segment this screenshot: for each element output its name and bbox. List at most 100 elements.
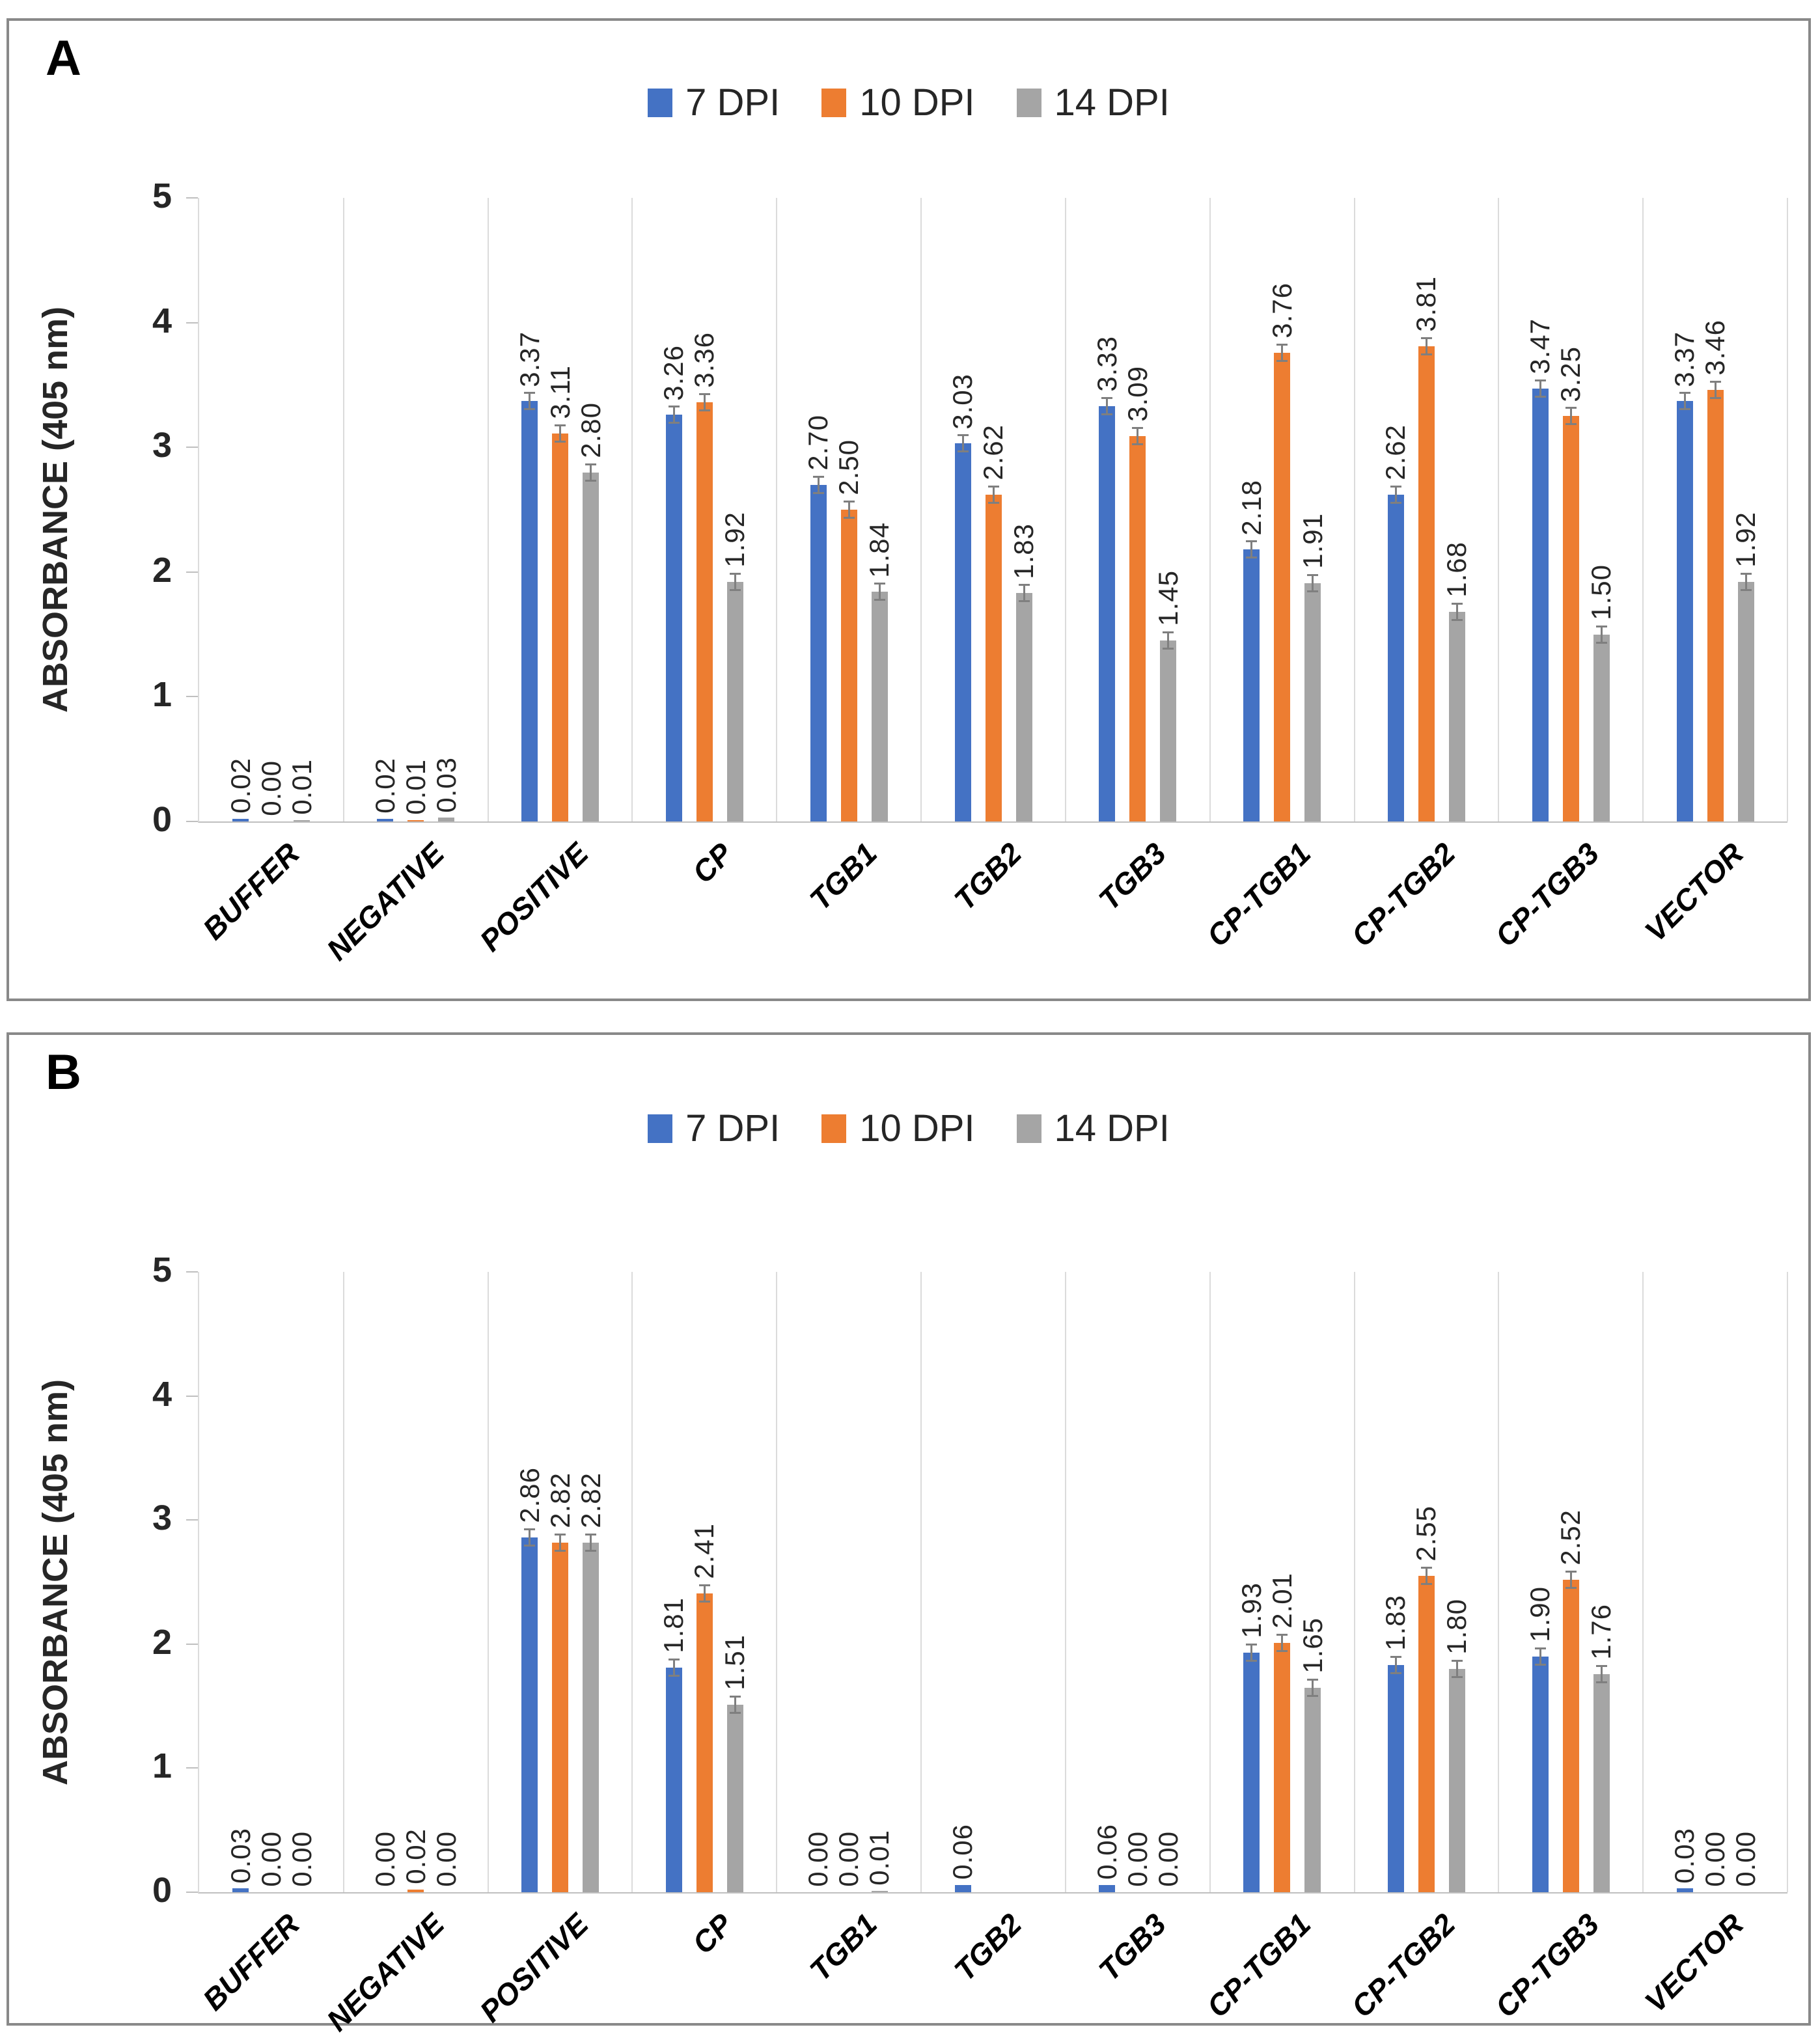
error-bar [585, 1533, 597, 1552]
bar-value-label: 0.00 [1730, 1831, 1761, 1887]
bar-value-text: 1.81 [658, 1597, 689, 1654]
bar-value-text: 2.55 [1411, 1506, 1442, 1562]
bar-value-label: 1.92 [1730, 512, 1761, 568]
bar [1532, 389, 1549, 821]
bar [1387, 495, 1404, 821]
bar-value-label: 0.00 [370, 1831, 401, 1887]
category-label-text: POSITIVE [473, 836, 596, 958]
bar [1274, 352, 1291, 821]
bar-value-text: 2.82 [575, 1472, 606, 1528]
bar-value-text: 0.01 [864, 1830, 895, 1886]
error-bar [1420, 337, 1432, 356]
error-bar [1246, 540, 1258, 559]
bar-value-text: 2.62 [978, 424, 1008, 481]
bar [1562, 416, 1579, 821]
bar-value-label: 1.68 [1441, 542, 1472, 598]
category-label-text: CP-TGB2 [1344, 836, 1461, 954]
error-bar [698, 393, 710, 412]
bar [232, 1888, 249, 1892]
error-bar [1101, 396, 1113, 415]
bar-value-label: 3.37 [514, 331, 545, 387]
legend-item-7dpi: 7 DPI [648, 1107, 780, 1150]
y-tick-label: 5 [152, 176, 172, 215]
error-bar [1018, 584, 1030, 603]
bar [1015, 593, 1032, 821]
error-bar [555, 424, 566, 443]
error-bar [1679, 392, 1690, 411]
error-bar [987, 486, 999, 504]
legend-item-7dpi: 7 DPI [648, 81, 780, 124]
bar [1387, 1665, 1404, 1892]
bar-value-text: 2.62 [1380, 424, 1411, 481]
bar [294, 820, 310, 821]
category-label-text: TGB3 [1092, 1907, 1173, 1988]
bar-value-text: 3.36 [689, 332, 720, 389]
bar-value-label: 3.81 [1411, 276, 1442, 332]
bar-value-text: 0.06 [947, 1823, 978, 1880]
bar-value-text: 3.47 [1524, 318, 1556, 375]
bar [810, 484, 827, 821]
bar-value-label: 0.00 [256, 1831, 287, 1887]
bar-value-label: 0.00 [833, 1831, 864, 1887]
y-axis-tick [186, 1892, 198, 1893]
bar-value-text: 1.83 [1008, 523, 1039, 579]
panel-a: A 7 DPI 10 DPI 14 DPI ABSORBANCE (405 nm… [7, 18, 1811, 1001]
error-bar [1740, 573, 1752, 592]
legend: 7 DPI 10 DPI 14 DPI [9, 1107, 1808, 1150]
y-tick-label: 3 [152, 1498, 172, 1538]
y-axis-tick [186, 571, 198, 573]
legend-label: 10 DPI [859, 81, 975, 124]
bar-value-label: 1.92 [719, 512, 751, 568]
bar-value-label: 0.02 [400, 1828, 432, 1884]
gridline [342, 198, 344, 821]
bar-value-text: 3.03 [947, 373, 978, 430]
gridline [920, 1272, 922, 1892]
y-axis-tick [186, 447, 198, 448]
bar-value-label: 2.50 [833, 439, 864, 495]
error-bar [1307, 1678, 1319, 1697]
gridline [1209, 198, 1211, 821]
error-bar [1565, 407, 1577, 426]
bar-value-text: 1.50 [1586, 564, 1617, 620]
bar-value-label: 0.00 [803, 1831, 834, 1887]
bar-value-text: 1.93 [1235, 1582, 1267, 1639]
y-tick-label: 3 [152, 426, 172, 465]
bar-value-label: 2.62 [1380, 424, 1411, 480]
error-bar [1307, 574, 1319, 593]
y-tick-label: 0 [152, 800, 172, 839]
bar-value-text: 0.00 [1730, 1831, 1761, 1887]
bar-value-label: 0.06 [1092, 1824, 1123, 1880]
bar-value-label: 0.00 [1122, 1831, 1153, 1887]
category-label-text: CP [685, 836, 739, 890]
plot-area-b: 0.03 0.00 0.00 BUFFER 0.00 0.02 0.00 NEGATIVE 2.… [186, 1271, 1788, 2037]
bar [726, 1705, 743, 1892]
bar [1418, 1575, 1435, 1892]
error-bar [555, 1533, 566, 1552]
bar-value-text: 3.46 [1700, 320, 1731, 376]
bar [954, 443, 971, 821]
bar-value-label: 2.82 [545, 1472, 576, 1528]
bar-value-label: 3.25 [1555, 346, 1586, 402]
legend-swatch-10dpi-icon [821, 1114, 847, 1143]
bar-value-label: 2.80 [575, 402, 607, 458]
y-tick-label: 4 [152, 301, 172, 340]
bar-value-label: 1.65 [1297, 1618, 1329, 1673]
bar-value-label: 1.91 [1297, 513, 1329, 569]
bar [1418, 346, 1435, 821]
y-axis-tick [186, 1271, 198, 1273]
legend-item-14dpi: 14 DPI [1016, 81, 1170, 124]
bar [232, 819, 249, 821]
y-tick-label: 0 [152, 1871, 172, 1910]
gridline [1353, 1272, 1355, 1892]
y-axis-tick [186, 821, 198, 822]
category-label-text: VECTOR [1638, 836, 1750, 948]
bar-value-label: 0.01 [864, 1830, 895, 1886]
bar-value-text: 2.50 [833, 439, 864, 495]
error-bar [957, 434, 969, 453]
bar-value-label: 1.84 [864, 522, 895, 578]
error-bar [1709, 381, 1721, 400]
legend-item-10dpi: 10 DPI [821, 1107, 975, 1150]
category-label-text: CP-TGB1 [1200, 1907, 1317, 2024]
bar-value-label: 2.82 [575, 1472, 607, 1528]
error-bar [874, 583, 885, 601]
